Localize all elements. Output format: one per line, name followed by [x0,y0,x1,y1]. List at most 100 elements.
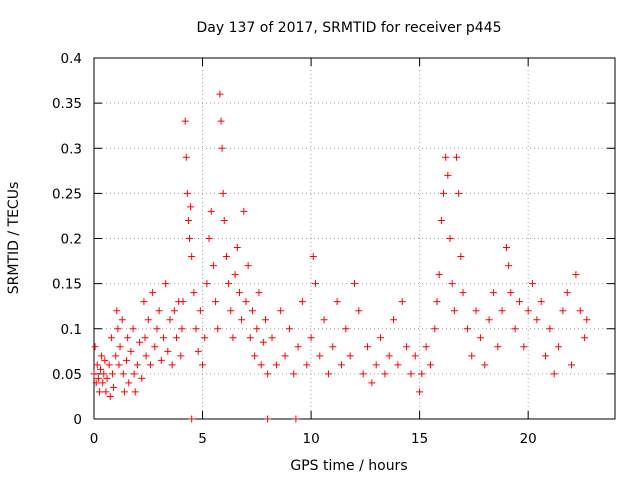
data-point [294,343,302,351]
chart-title: Day 137 of 2017, SRMTID for receiver p44… [196,20,501,36]
data-point [390,316,398,324]
data-point [422,343,430,351]
data-point [225,280,233,288]
data-point [563,289,571,297]
data-point [188,253,196,261]
data-point [489,289,497,297]
data-point [255,289,263,297]
data-point [298,298,306,306]
data-point [355,307,363,315]
data-point [187,203,195,211]
data-point [309,253,317,261]
data-point [105,361,113,369]
data-point [140,298,148,306]
data-point [138,374,146,382]
data-point [511,325,519,333]
data-point [481,361,489,369]
data-point [394,361,402,369]
data-point [183,189,191,197]
data-point [320,316,328,324]
data-point [153,325,161,333]
data-point [192,325,200,333]
data-point [407,370,415,378]
data-point [468,352,476,360]
data-point [238,316,246,324]
x-tick-label: 10 [302,431,319,447]
data-point [151,343,159,351]
data-point [290,370,298,378]
data-point [110,383,118,391]
data-point [95,388,103,396]
data-point [107,334,115,342]
data-point [431,325,439,333]
data-point [459,289,467,297]
data-point [170,307,178,315]
data-point [261,316,269,324]
data-point [346,352,354,360]
data-point [268,334,276,342]
data-point [550,370,558,378]
data-point [159,334,167,342]
data-point [533,316,541,324]
data-point [115,361,123,369]
data-point [102,388,110,396]
data-point [435,271,443,279]
data-point [207,207,215,215]
data-point [186,235,194,242]
data-point [168,361,176,369]
data-point [172,334,180,342]
data-point [91,343,99,351]
data-point [103,374,111,382]
data-point [457,253,465,261]
data-point [453,153,461,161]
data-point [450,307,458,315]
data-point [98,352,106,360]
data-point [118,316,126,324]
data-point [124,334,132,342]
data-point [515,298,523,306]
data-point [142,352,150,360]
data-point [231,271,239,279]
data-point [201,334,209,342]
data-point [113,307,121,315]
data-point [440,189,448,197]
data-point [240,207,248,215]
data-point [307,334,315,342]
data-point [351,280,358,288]
y-tick-label: 0.1 [61,322,82,338]
data-point [576,307,584,315]
data-point [364,343,372,351]
data-point [437,216,445,224]
x-axis: 0 5 10 15 20 [90,58,537,447]
data-point [162,280,170,288]
data-point [494,343,502,351]
data-point [217,117,225,125]
data-point [100,370,108,378]
x-tick-label: 15 [411,431,428,447]
y-tick-label: 0.25 [52,186,82,202]
data-point [426,361,434,369]
x-tick-label: 20 [520,431,537,447]
data-point [233,244,241,252]
data-point [106,392,114,400]
data-point [264,370,272,378]
data-point [251,352,259,360]
data-point [93,361,101,369]
data-point [229,334,237,342]
data-point [583,316,591,324]
data-point [524,307,532,315]
data-point [144,316,152,324]
data-point [116,343,124,351]
data-series-srmtid [90,90,591,423]
data-point [416,388,424,396]
data-point [196,307,204,315]
data-point [246,334,254,342]
data-point [131,388,139,396]
data-point [199,361,207,369]
data-point [342,325,350,333]
data-point [130,370,138,378]
data-point [529,280,537,288]
data-point [381,370,389,378]
data-point [179,298,187,306]
data-point [377,334,385,342]
